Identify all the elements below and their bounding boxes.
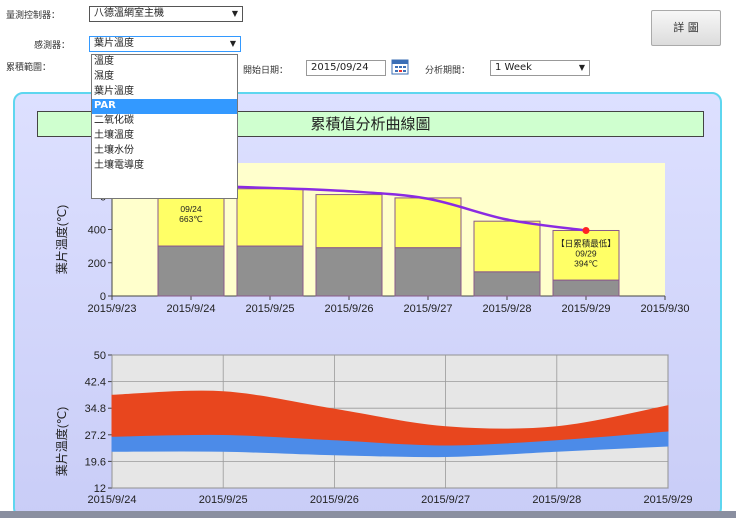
- dropdown-option[interactable]: 土壤電導度: [94, 159, 144, 171]
- period-select[interactable]: 1 Week ▼: [490, 60, 590, 76]
- controller-label: 量測控制器：: [6, 11, 61, 21]
- annotation-label: 09/29: [575, 248, 597, 258]
- y-tick-label: 200: [88, 258, 106, 270]
- bar-base: [315, 247, 383, 297]
- annotation-label: 394℃: [574, 258, 598, 268]
- chevron-down-icon: ▼: [231, 9, 238, 18]
- dropdown-option[interactable]: 溫度: [94, 56, 114, 67]
- y-axis-label: 葉片溫度(℃): [54, 407, 69, 476]
- calendar-icon[interactable]: [391, 58, 409, 75]
- x-tick-label: 2015/9/25: [246, 303, 295, 315]
- bar-base: [552, 279, 620, 297]
- y-tick-label: 12: [94, 483, 106, 495]
- annotation-label: 09/24: [180, 204, 202, 214]
- chevron-down-icon: ▼: [578, 63, 585, 72]
- x-tick-label: 2015/9/27: [421, 494, 470, 506]
- sensor-dropdown-list: 溫度濕度葉片溫度 PAR 二氧化碳土壤溫度土壤水份土壤電導度: [91, 54, 238, 199]
- y-tick-label: 42.4: [85, 377, 106, 389]
- period-label: 分析期間：: [425, 66, 471, 76]
- x-tick-label: 2015/9/26: [325, 303, 374, 315]
- chevron-down-icon: ▼: [229, 39, 236, 48]
- temperature-range-chart: 12 19.6 27.2 34.8 42.4 50 2015/9/24 2015/9/25 20…: [54, 350, 692, 506]
- sensor-select-value: 葉片溫度: [94, 38, 134, 49]
- y-tick-label: 34.8: [85, 403, 106, 415]
- x-tick-label: 2015/9/29: [562, 303, 611, 315]
- controller-select[interactable]: 八德溫網室主機 ▼: [89, 6, 243, 22]
- y-tick-label: 400: [88, 225, 106, 237]
- min-point-marker: [582, 226, 590, 234]
- x-tick-label: 2015/9/25: [199, 494, 248, 506]
- sensor-label: 感測器：: [34, 41, 71, 51]
- sensor-select[interactable]: 葉片溫度 ▼: [89, 36, 241, 52]
- dropdown-option[interactable]: 土壤溫度: [94, 129, 134, 141]
- x-tick-label: 2015/9/26: [310, 494, 359, 506]
- y-tick-label: 19.6: [85, 456, 106, 468]
- x-tick-label: 2015/9/24: [88, 494, 137, 506]
- period-select-value: 1 Week: [495, 62, 532, 73]
- y-tick-label: 27.2: [85, 430, 106, 442]
- x-tick-label: 2015/9/28: [532, 494, 581, 506]
- x-tick-label: 2015/9/23: [88, 303, 137, 315]
- range-band: [111, 431, 669, 458]
- x-tick-label: 2015/9/29: [644, 494, 693, 506]
- dropdown-option[interactable]: PAR: [92, 99, 237, 115]
- bar-total: [394, 197, 462, 249]
- bar-base: [394, 247, 462, 297]
- x-tick-label: 2015/9/28: [483, 303, 532, 315]
- y-tick-label: 50: [94, 350, 106, 362]
- annotation-label: 【日累積最低】: [556, 238, 616, 248]
- range-label: 累積範圍：: [6, 63, 52, 73]
- start-date-value: 2015/09/24: [311, 62, 369, 73]
- query-button[interactable]: 詳 圖: [651, 10, 721, 46]
- window-bottom-edge: [0, 511, 736, 518]
- x-tick-label: 2015/9/30: [641, 303, 690, 315]
- bar-total: [315, 194, 383, 249]
- dropdown-option[interactable]: 二氧化碳: [94, 115, 134, 127]
- start-date-label: 開始日期：: [243, 66, 289, 76]
- series-line: [190, 184, 587, 232]
- dropdown-option[interactable]: 葉片溫度: [94, 85, 134, 97]
- bar-base: [473, 271, 541, 297]
- dropdown-option[interactable]: 土壤水份: [94, 144, 134, 156]
- annotation-label: 663℃: [179, 214, 203, 224]
- bar-total: [236, 188, 304, 247]
- start-date-input[interactable]: 2015/09/24: [306, 60, 386, 76]
- bar-total: [473, 220, 541, 273]
- bar-base: [236, 245, 304, 297]
- bar-base: [157, 245, 225, 297]
- dropdown-option[interactable]: 濕度: [94, 70, 114, 82]
- y-tick-label: 0: [100, 291, 106, 303]
- y-axis-label: 葉片溫度(℃): [54, 205, 69, 274]
- controller-select-value: 八德溫網室主機: [94, 8, 164, 19]
- x-tick-label: 2015/9/27: [404, 303, 453, 315]
- x-tick-label: 2015/9/24: [167, 303, 216, 315]
